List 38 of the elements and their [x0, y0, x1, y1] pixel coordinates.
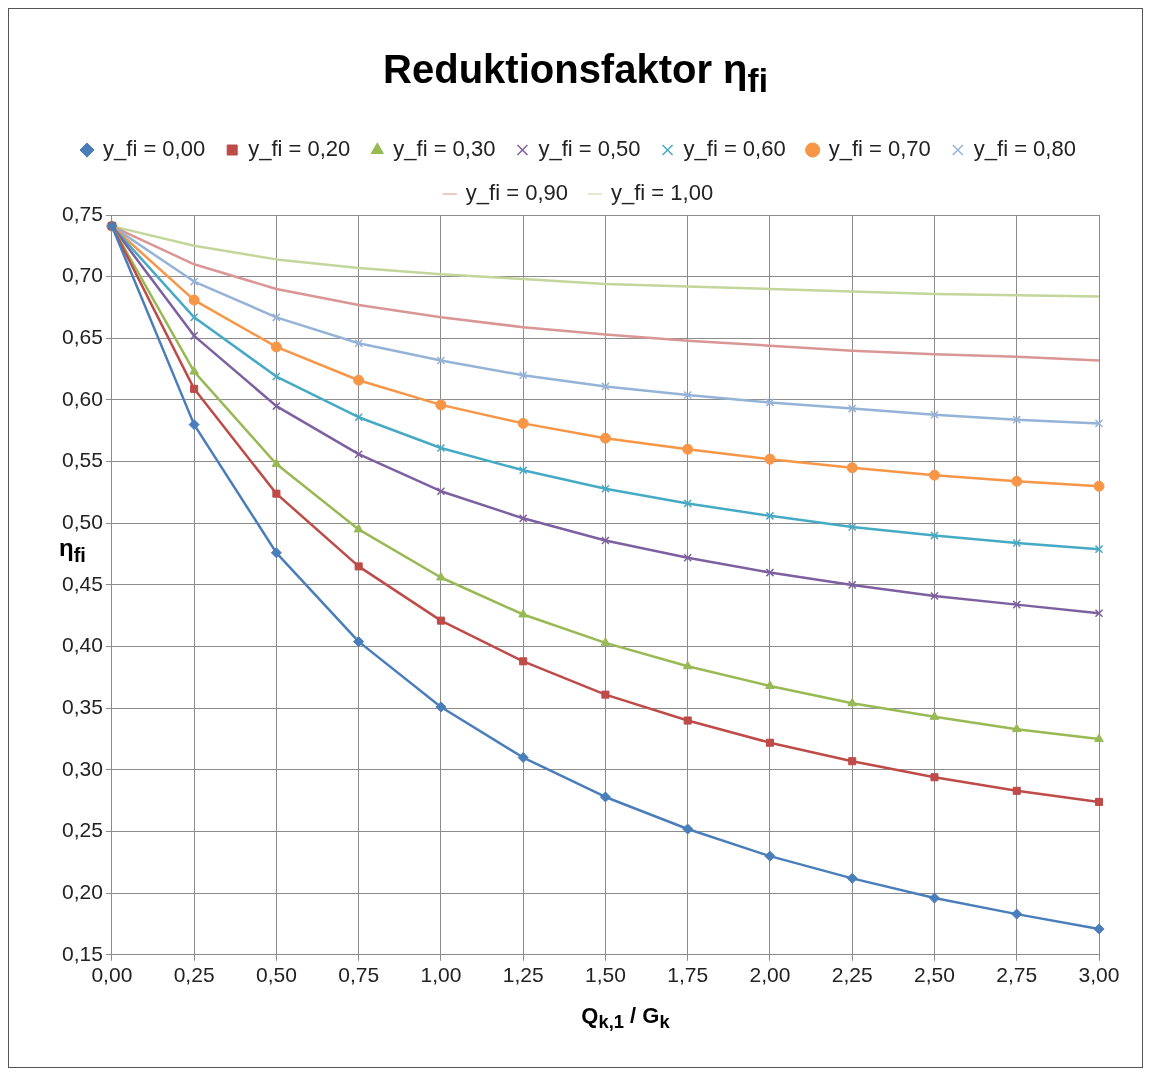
legend-label: y_fi = 0,00: [103, 136, 206, 162]
x-tick-label: 1,50: [585, 963, 626, 987]
legend-label: y_fi = 0,70: [828, 136, 931, 162]
y-tick-label: 0,45: [62, 571, 103, 595]
legend-label: y_fi = 0,60: [683, 136, 786, 162]
x-tick-label: 2,00: [749, 963, 791, 987]
y-tick-label: 0,70: [62, 263, 103, 287]
x-tick-label: 1,25: [502, 963, 544, 987]
x-tick-label: 0,75: [338, 963, 380, 987]
y-tick-label: 0,65: [62, 325, 103, 349]
x-tick-label: 2,50: [914, 963, 955, 987]
chart-title: Reduktionsfaktor η$_{fi}$: [382, 47, 769, 101]
legend-label: y_fi = 1,00: [611, 180, 714, 206]
y-tick-label: 0,50: [62, 510, 103, 534]
x-tick-label: 0,25: [173, 963, 215, 987]
x-tick-label: 3,00: [1078, 963, 1120, 987]
y-tick-label: 0,25: [62, 818, 103, 842]
legend-label: y_fi = 0,50: [538, 136, 641, 162]
legend-label: y_fi = 0,80: [973, 136, 1076, 162]
x-tick-label: 1,00: [420, 963, 462, 987]
y-tick-label: 0,15: [62, 941, 103, 965]
x-tick-label: 2,25: [831, 963, 873, 987]
y-tick-label: 0,20: [62, 879, 103, 903]
y-tick-label: 0,30: [62, 756, 103, 780]
y-tick-label: 0,55: [62, 448, 103, 472]
y-tick-label: 0,40: [62, 633, 103, 657]
x-tick-label: 0,00: [91, 963, 133, 987]
x-axis-title: Q$_{k,1}$ / G$_{k}$: [580, 1003, 671, 1034]
y-tick-label: 0,60: [62, 386, 103, 410]
legend-label: y_fi = 0,30: [393, 136, 496, 162]
y-tick-label: 0,35: [62, 695, 103, 718]
x-tick-label: 1,75: [667, 963, 709, 987]
legend-label: y_fi = 0,90: [465, 180, 569, 206]
x-tick-label: 0,50: [255, 963, 297, 987]
legend-label: y_fi = 0,20: [248, 136, 351, 162]
x-tick-label: 2,75: [996, 963, 1038, 987]
y-tick-label: 0,75: [62, 201, 103, 225]
y-axis-title: η$_{fi}$: [59, 534, 86, 567]
